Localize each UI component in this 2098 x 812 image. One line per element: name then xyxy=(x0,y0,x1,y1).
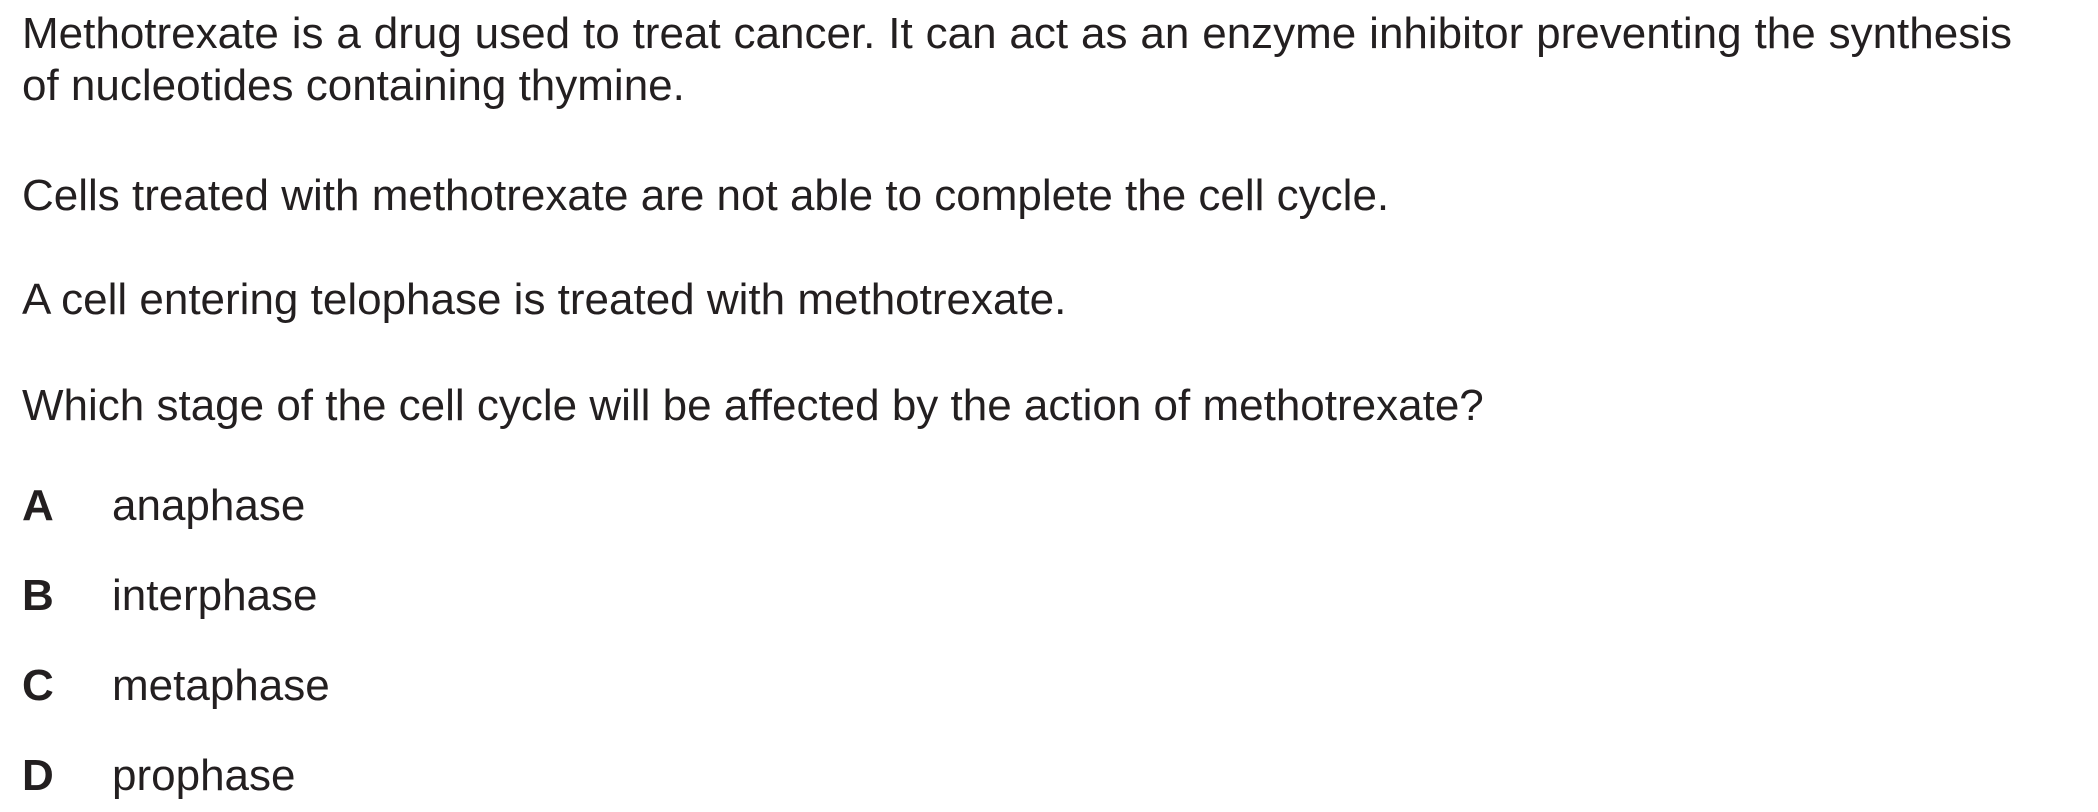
question-intro: Methotrexate is a drug used to treat can… xyxy=(22,9,2012,110)
question-statement-1: Cells treated with methotrexate are not … xyxy=(22,171,1390,220)
option-letter: C xyxy=(22,661,54,710)
option-letter: A xyxy=(22,481,54,530)
option-letter: B xyxy=(22,571,54,620)
option-text: prophase xyxy=(112,751,296,800)
option-text: anaphase xyxy=(112,481,306,530)
option-text: metaphase xyxy=(112,661,330,710)
question-statement-2: A cell entering telophase is treated wit… xyxy=(22,275,1067,324)
question-prompt: Which stage of the cell cycle will be af… xyxy=(22,381,1484,430)
option-letter: D xyxy=(22,751,54,800)
option-text: interphase xyxy=(112,571,318,620)
